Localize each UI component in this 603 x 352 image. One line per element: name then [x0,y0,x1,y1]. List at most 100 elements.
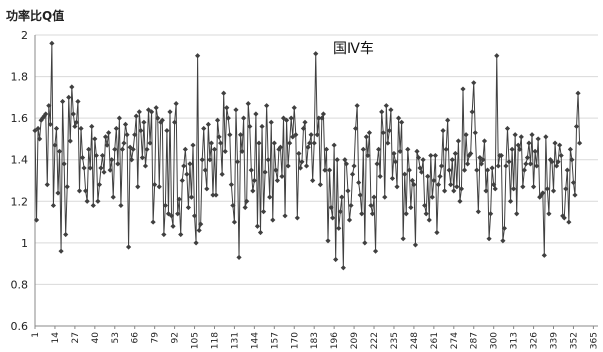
data-point [167,109,173,115]
data-point [529,132,535,138]
data-point [346,217,353,223]
data-point [371,194,377,200]
data-point [417,165,423,171]
data-point [125,244,132,250]
data-point [89,123,95,130]
data-point [69,84,75,90]
data-point [300,125,307,132]
data-point [535,136,541,142]
data-point [488,211,494,217]
data-point [279,173,285,179]
data-point [99,152,106,159]
data-point [161,231,167,238]
data-point [429,194,435,200]
data-point [76,188,83,194]
data-point [460,86,466,92]
data-point [426,217,432,223]
data-point [319,115,325,121]
data-point [560,213,566,219]
data-point [320,111,327,117]
data-point [296,150,302,157]
data-point [257,229,264,236]
data-point [63,231,69,238]
data-point [469,109,475,115]
data-point [248,167,254,173]
x-tick-label: 157 [270,332,280,349]
data-point [317,182,323,188]
data-point [440,128,446,134]
data-point [241,115,247,121]
data-point [474,167,480,173]
x-tick-label: 170 [290,332,300,349]
data-point [308,132,314,138]
data-point [374,161,380,167]
data-point [532,148,538,154]
data-point [336,225,342,231]
data-point [287,140,293,146]
data-point [35,125,41,132]
data-point [524,155,531,161]
data-point [73,119,80,125]
data-point [422,202,428,209]
data-point [408,204,414,211]
data-point [132,132,138,138]
data-point [253,111,259,117]
y-tick-label: 0.6 [11,320,29,333]
data-point [199,157,205,163]
data-point [224,105,230,111]
data-point [299,159,305,165]
data-point [141,119,147,125]
data-point [55,190,61,196]
data-point [343,161,350,167]
data-point [119,146,126,152]
data-point [109,157,115,163]
data-point [41,113,47,119]
data-point [219,171,225,177]
data-point [60,98,66,105]
data-point [491,182,497,188]
data-point [130,146,136,152]
data-point [409,177,415,184]
data-point [572,192,578,198]
data-point [526,140,532,146]
data-point [273,167,279,173]
data-point [507,198,514,204]
x-tick-label: 144 [250,332,260,349]
data-point [211,146,218,152]
x-tick-label: 326 [530,332,540,349]
data-point [500,238,506,244]
data-point [530,184,537,190]
data-point [297,165,303,171]
data-point [159,117,165,123]
data-point [339,194,345,200]
y-tick-label: 1.8 [11,71,29,84]
data-point [245,100,251,107]
data-point [178,231,184,238]
data-point [569,157,575,163]
data-point [443,146,449,152]
x-tick-label: 313 [510,332,520,349]
data-point [480,157,486,163]
data-point [81,165,87,171]
data-point [368,202,374,209]
data-point [400,236,406,242]
data-point [349,171,356,177]
data-point [354,103,360,109]
data-point [359,211,365,217]
data-point [270,217,276,223]
data-point [484,167,491,173]
x-tick-label: 300 [490,332,500,349]
data-point [155,115,161,121]
data-point [385,140,391,146]
data-point [129,157,135,163]
data-point [348,202,354,209]
data-point [357,192,363,198]
data-point [328,204,334,211]
data-point [148,109,155,115]
data-point [107,167,113,173]
data-point [448,182,454,188]
data-point [33,217,40,223]
data-point [225,115,231,121]
data-point [101,169,107,175]
